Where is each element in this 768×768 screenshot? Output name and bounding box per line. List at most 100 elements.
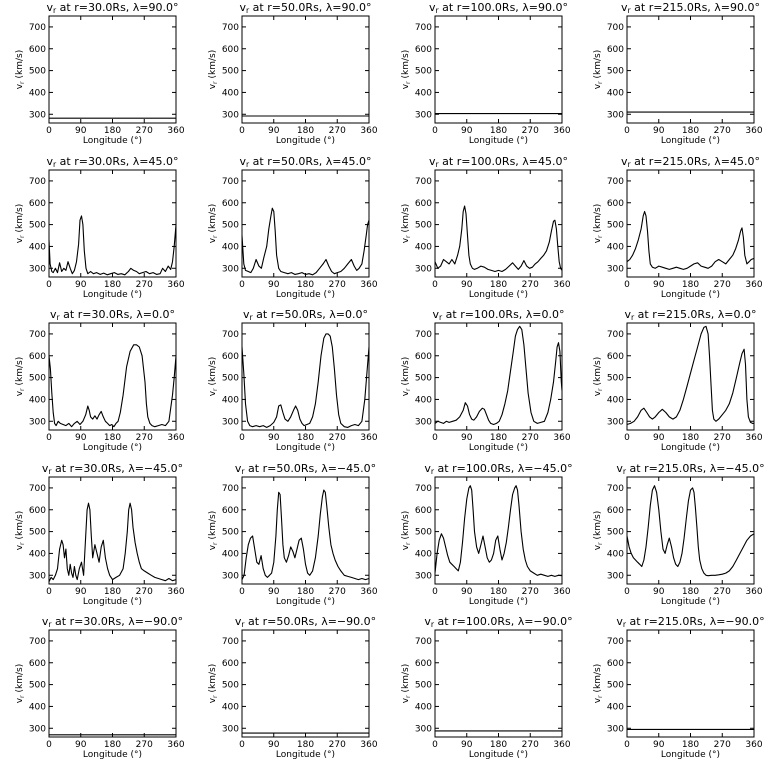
y-axis-label: vr (km/s) [401, 357, 412, 397]
x-tick-label: 270 [522, 587, 539, 597]
panel-10: vr at r=100.0Rs, λ=0.0° 0 90 180 270 360 300 40… [401, 308, 571, 453]
y-tick-label: 700 [222, 330, 239, 340]
series-line [434, 205, 563, 273]
y-axis-label: vr (km/s) [401, 204, 412, 244]
x-tick-label: 270 [522, 126, 539, 136]
y-tick-label: 300 [415, 110, 432, 120]
y-tick-label: 700 [222, 177, 239, 187]
x-axis-label: Longitude (°) [83, 750, 142, 760]
y-tick-label: 400 [222, 88, 239, 98]
x-tick-label: 270 [714, 740, 731, 750]
panel-7: vr at r=215.0Rs, λ=45.0° 0 90 180 270 360 300 4… [593, 155, 763, 300]
y-tick-label: 700 [415, 23, 432, 33]
y-tick-label: 300 [29, 264, 46, 274]
series-line [626, 325, 754, 426]
x-tick-label: 360 [745, 740, 762, 750]
y-tick-label: 500 [415, 681, 432, 691]
x-tick-label: 360 [360, 433, 377, 443]
panel-4: vr at r=30.0Rs, λ=45.0° 0 90 180 270 360 300 40… [15, 155, 185, 300]
x-tick-label: 270 [136, 740, 153, 750]
panel-title: vr at r=215.0Rs, λ=−45.0° [616, 462, 764, 476]
x-tick-label: 90 [461, 587, 473, 597]
x-tick-label: 360 [553, 433, 570, 443]
x-tick-label: 270 [714, 433, 731, 443]
plot-frame [48, 322, 177, 431]
x-tick-label: 270 [329, 740, 346, 750]
y-tick-label: 500 [222, 67, 239, 77]
series-line [241, 333, 370, 428]
y-axis-label: vr (km/s) [208, 50, 219, 90]
plot-frame [434, 15, 563, 124]
y-tick-label: 400 [607, 549, 624, 559]
panel-title: vr at r=100.0Rs, λ=−90.0° [424, 615, 572, 629]
panel-title: vr at r=30.0Rs, λ=0.0° [50, 308, 175, 322]
y-tick-label: 600 [222, 506, 239, 516]
x-tick-label: 90 [461, 126, 473, 136]
panel-0: vr at r=30.0Rs, λ=90.0° 0 90 180 270 360 300 40… [15, 1, 185, 146]
x-tick-label: 0 [432, 740, 438, 750]
x-tick-label: 90 [75, 740, 87, 750]
panel-title: vr at r=215.0Rs, λ=90.0° [621, 1, 760, 15]
panel-title: vr at r=30.0Rs, λ=45.0° [46, 155, 178, 169]
panel-title: vr at r=100.0Rs, λ=0.0° [432, 308, 564, 322]
series-line [434, 485, 563, 577]
panel-title: vr at r=215.0Rs, λ=0.0° [624, 308, 756, 322]
x-tick-label: 360 [167, 740, 184, 750]
x-tick-label: 90 [75, 280, 87, 290]
x-tick-label: 90 [75, 126, 87, 136]
y-tick-label: 700 [29, 177, 46, 187]
y-tick-label: 400 [415, 242, 432, 252]
y-tick-label: 400 [29, 88, 46, 98]
y-tick-label: 300 [607, 264, 624, 274]
x-tick-label: 360 [167, 126, 184, 136]
y-tick-label: 400 [415, 702, 432, 712]
panel-8: vr at r=30.0Rs, λ=0.0° 0 90 180 270 360 300 400… [15, 308, 185, 453]
panel-title: vr at r=30.0Rs, λ=−90.0° [42, 615, 183, 629]
y-axis-label: vr (km/s) [208, 357, 219, 397]
y-tick-label: 500 [607, 681, 624, 691]
y-tick-label: 700 [415, 637, 432, 647]
y-tick-label: 300 [29, 571, 46, 581]
x-tick-label: 270 [714, 587, 731, 597]
x-tick-label: 180 [490, 433, 507, 443]
y-tick-label: 500 [415, 374, 432, 384]
x-axis-label: Longitude (°) [276, 443, 335, 453]
y-tick-label: 600 [222, 352, 239, 362]
y-tick-label: 300 [29, 110, 46, 120]
panel-title: vr at r=215.0Rs, λ=45.0° [621, 155, 760, 169]
x-tick-label: 180 [297, 280, 314, 290]
y-tick-label: 300 [222, 724, 239, 734]
x-tick-label: 90 [653, 433, 665, 443]
x-axis-label: Longitude (°) [661, 136, 720, 146]
x-tick-label: 180 [104, 740, 121, 750]
panel-title: vr at r=100.0Rs, λ=45.0° [429, 155, 568, 169]
x-axis-label: Longitude (°) [661, 290, 720, 300]
y-tick-label: 500 [222, 681, 239, 691]
y-tick-label: 500 [29, 67, 46, 77]
series-line [434, 325, 563, 426]
x-tick-label: 360 [360, 126, 377, 136]
x-axis-label: Longitude (°) [276, 136, 335, 146]
y-tick-label: 400 [29, 702, 46, 712]
y-tick-label: 600 [415, 199, 432, 209]
x-tick-label: 90 [268, 126, 280, 136]
y-axis-label: vr (km/s) [15, 357, 26, 397]
y-tick-label: 500 [29, 374, 46, 384]
x-tick-label: 180 [104, 433, 121, 443]
x-tick-label: 360 [553, 280, 570, 290]
y-tick-label: 400 [222, 702, 239, 712]
x-tick-label: 360 [553, 587, 570, 597]
x-tick-label: 270 [329, 587, 346, 597]
x-tick-label: 90 [268, 740, 280, 750]
y-tick-label: 600 [607, 659, 624, 669]
panel-9: vr at r=50.0Rs, λ=0.0° 0 90 180 270 360 300 400… [208, 308, 378, 453]
x-tick-label: 180 [297, 587, 314, 597]
y-tick-label: 300 [607, 110, 624, 120]
x-tick-label: 0 [624, 433, 630, 443]
y-axis-label: vr (km/s) [15, 50, 26, 90]
x-tick-label: 0 [239, 433, 245, 443]
x-axis-label: Longitude (°) [661, 597, 720, 607]
y-axis-label: vr (km/s) [15, 204, 26, 244]
y-tick-label: 600 [415, 45, 432, 55]
y-tick-label: 300 [415, 264, 432, 274]
